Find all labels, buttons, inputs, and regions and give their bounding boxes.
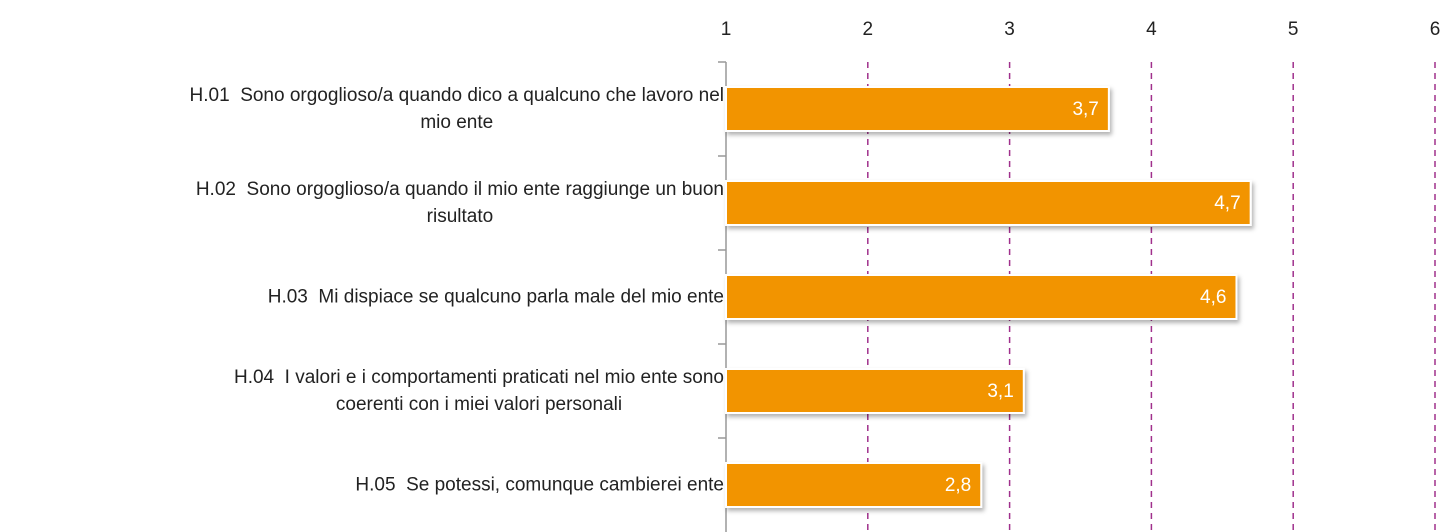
category-label: H.04 I valori e i comportamenti praticat… <box>233 367 724 415</box>
category-label: H.01 Sono orgoglioso/a quando dico a qua… <box>189 85 725 133</box>
x-tick-label: 1 <box>721 19 732 40</box>
value-label: 3,1 <box>987 381 1013 402</box>
x-tick-label: 6 <box>1430 19 1441 40</box>
x-tick-label: 3 <box>1004 19 1015 40</box>
value-label: 3,7 <box>1072 99 1098 120</box>
value-label: 4,7 <box>1214 193 1240 214</box>
value-label: 2,8 <box>945 475 971 496</box>
x-tick-label: 4 <box>1146 19 1157 40</box>
category-label: H.02 Sono orgoglioso/a quando il mio ent… <box>195 179 724 227</box>
value-label: 4,6 <box>1200 287 1226 308</box>
category-label: H.05 Se potessi, comunque cambierei ente <box>355 474 724 496</box>
category-label: H.03 Mi dispiace se qualcuno parla male … <box>267 286 724 308</box>
bar <box>725 180 1252 226</box>
x-tick-label: 5 <box>1288 19 1299 40</box>
x-tick-label: 2 <box>863 19 874 40</box>
bar <box>725 368 1025 414</box>
bar <box>725 86 1110 132</box>
bar <box>725 274 1238 320</box>
bar <box>725 462 983 508</box>
